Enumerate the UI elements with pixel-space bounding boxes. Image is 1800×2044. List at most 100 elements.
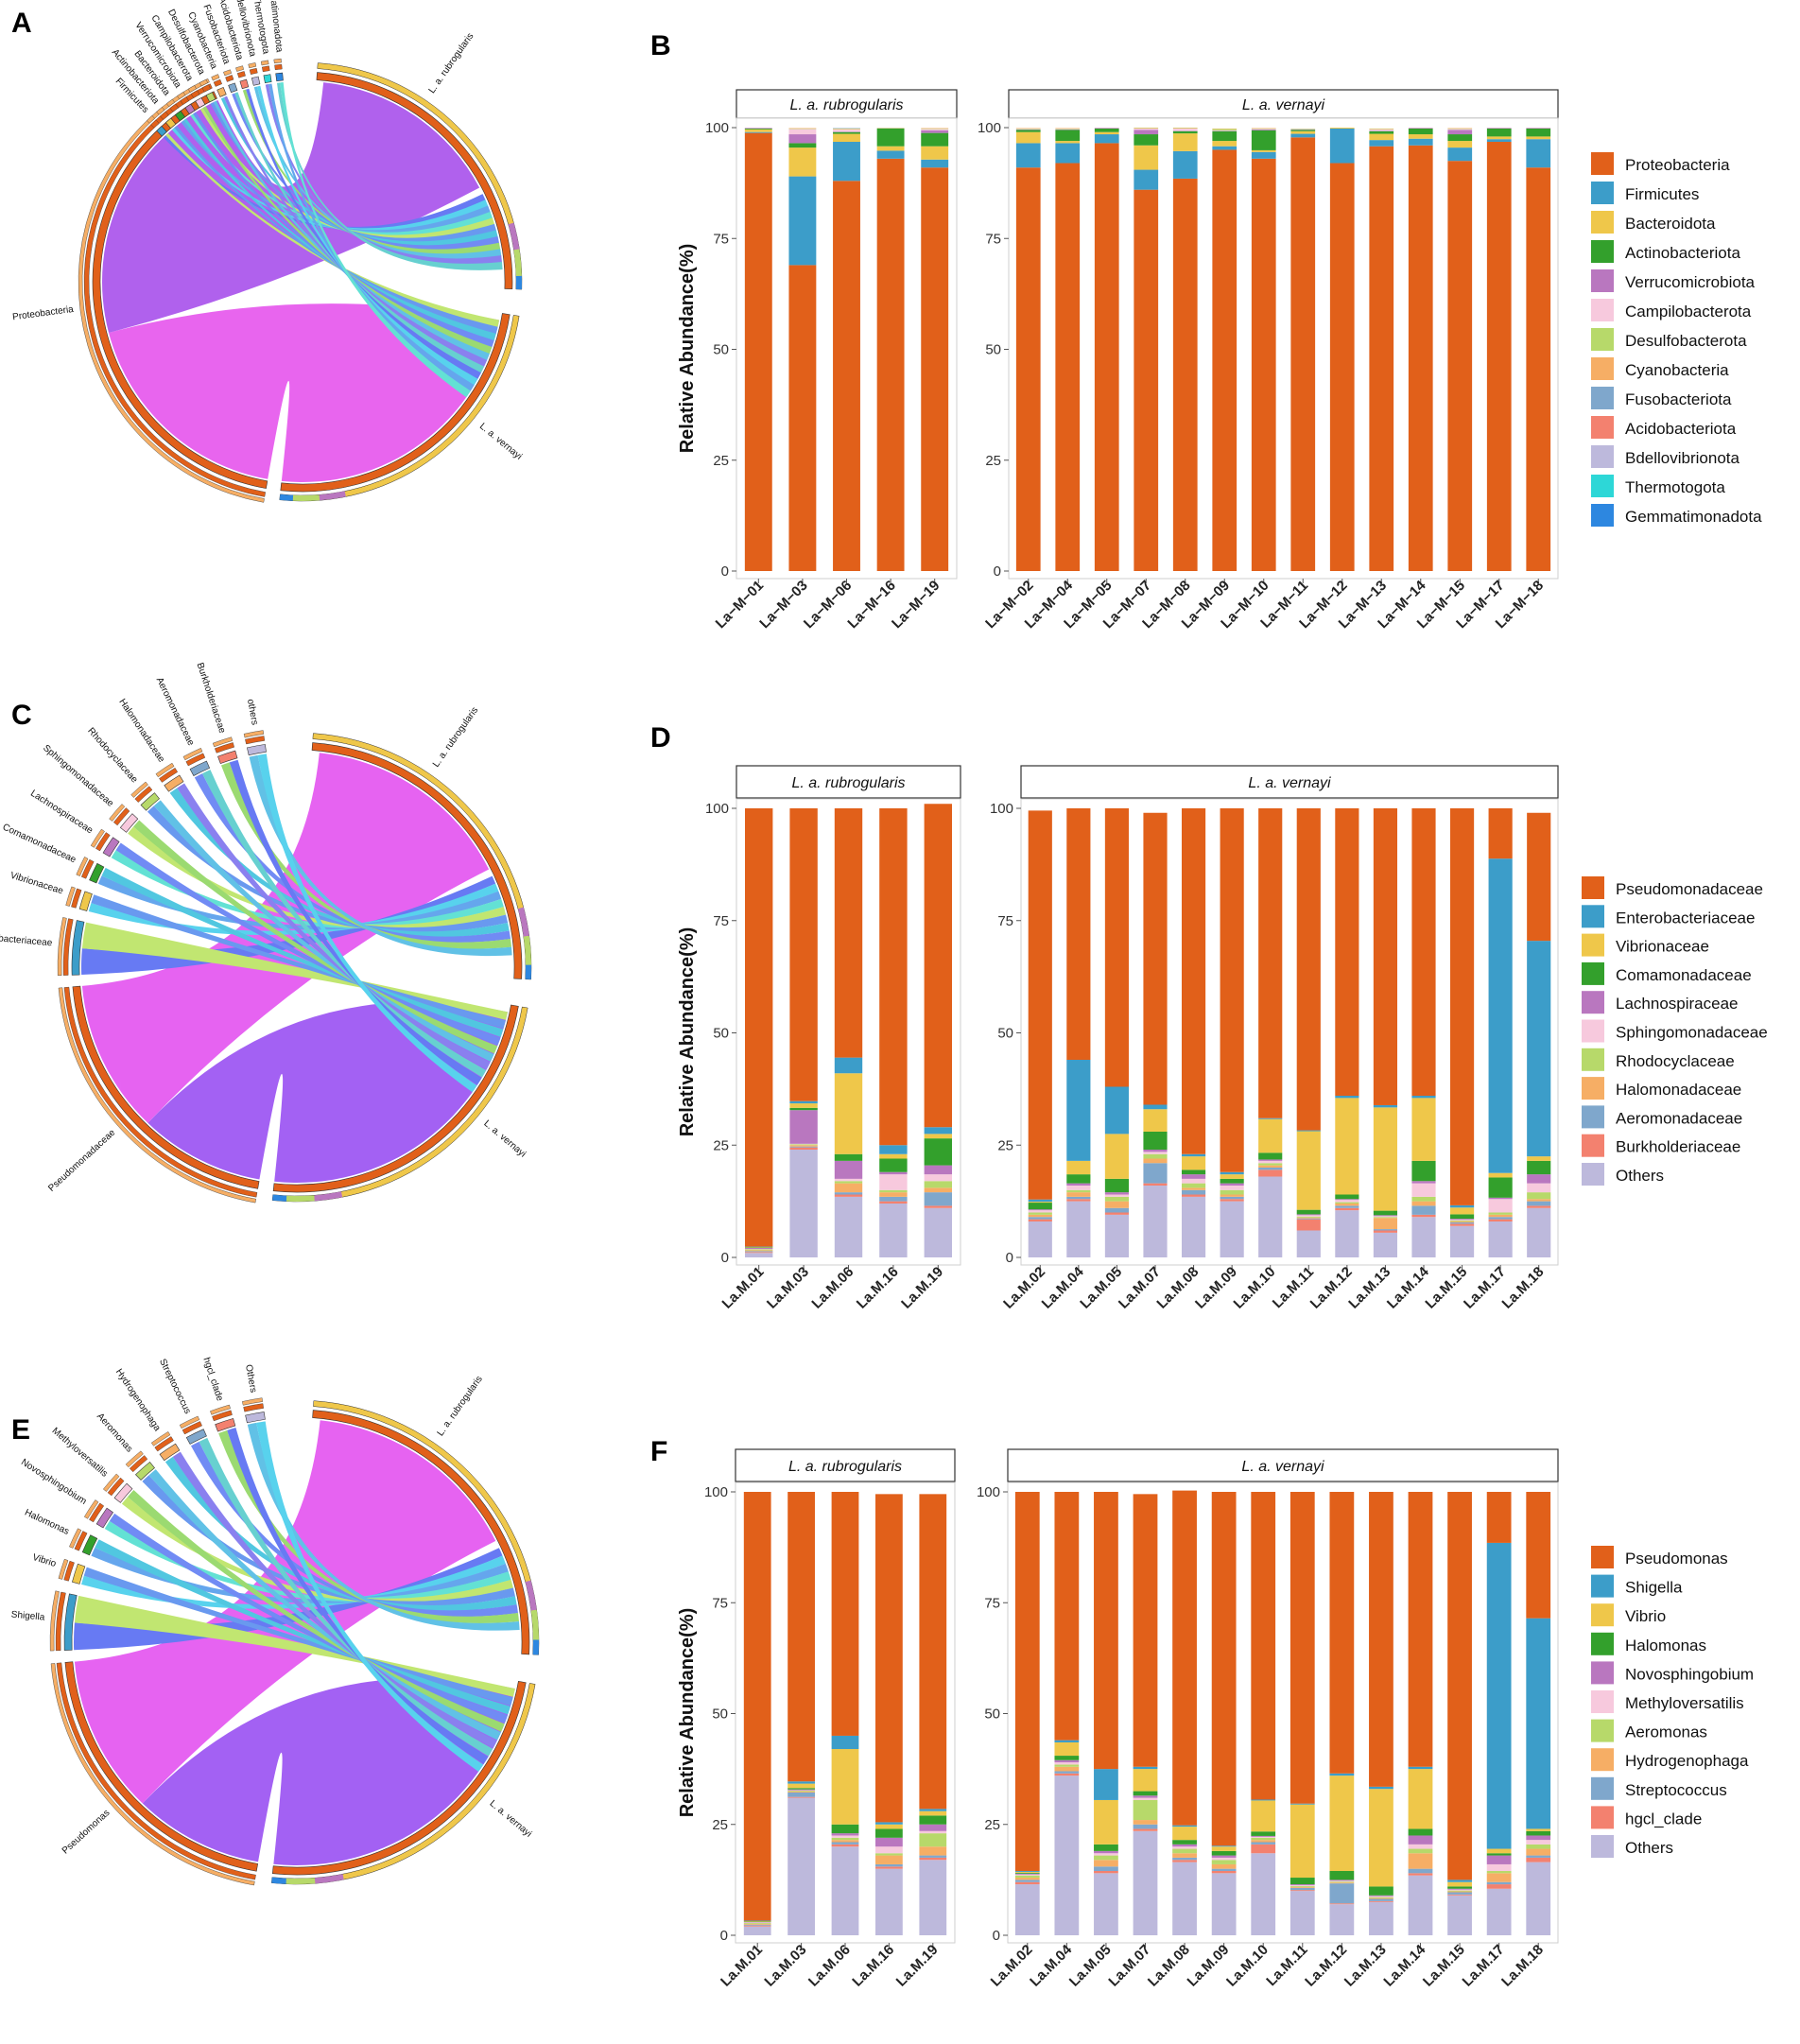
bar-segment-rhodocyclaceae — [834, 1181, 863, 1184]
bar-segment-proteobacteria — [744, 132, 772, 572]
bar-segment-hgcl-clade — [1408, 1873, 1433, 1876]
bar-segment-halomonadaceae — [1181, 1187, 1206, 1190]
bar-segment-campilobacterota — [833, 129, 860, 132]
bar-segment-burkholderiaceae — [1143, 1183, 1168, 1186]
x-tick-label: La.M.16 — [849, 1942, 897, 1990]
bar-segment-shigella — [1329, 1773, 1355, 1776]
bar-segment-firmicutes — [921, 159, 949, 168]
group-arc — [95, 1507, 113, 1529]
bar-segment-bacteroidota — [1486, 136, 1512, 140]
facet-strip — [736, 765, 961, 799]
group-label: others — [245, 699, 260, 726]
legend-label: Actinobacteriota — [1625, 244, 1740, 262]
bar-segment-sphingomonadaceae — [1296, 1215, 1321, 1217]
bar-segment-shigella — [1094, 1769, 1118, 1800]
bar-segment-others — [1014, 1884, 1040, 1935]
bar-segment-others — [1411, 1217, 1436, 1257]
bar-segment-comamonadaceae — [1258, 1152, 1283, 1160]
bar-segment-halomonas — [1054, 1756, 1080, 1760]
bar-segment-others — [1094, 1873, 1118, 1935]
sample-arc — [311, 742, 523, 979]
group-track-2 — [187, 85, 197, 93]
legend-label: Halomonas — [1625, 1637, 1706, 1654]
y-tick-label: 50 — [713, 342, 729, 358]
bar-segment-hgcl-clade — [1054, 1773, 1080, 1776]
legend-label: Shigella — [1625, 1579, 1683, 1597]
bar-segment-shigella — [919, 1809, 947, 1811]
bar-segment-firmicutes — [1172, 150, 1198, 179]
legend-label: Vibrionaceae — [1616, 938, 1709, 956]
bar-segment-others — [1104, 1214, 1130, 1257]
group-track-1 — [180, 96, 189, 105]
bar-segment-hgcl-clade — [1329, 1903, 1355, 1905]
sample-track — [317, 62, 523, 290]
bar-segment-streptococcus — [788, 1792, 815, 1797]
bar-segment-novosphingobium — [1251, 1835, 1276, 1837]
legend-label: Bacteroidota — [1625, 215, 1716, 233]
chord-ribbons — [102, 81, 503, 482]
bar-segment-aeromonas — [1054, 1764, 1080, 1767]
legend-item-hgcl-clade: hgcl_clade — [1591, 1806, 1702, 1829]
bar-segment-lachnospiraceae — [1220, 1183, 1244, 1186]
bar-segment-others — [1408, 1875, 1433, 1935]
facet-title: L. a. rubrogularis — [791, 775, 905, 791]
group-track-1 — [107, 1477, 125, 1497]
bar-segment-halomonadaceae — [1220, 1194, 1244, 1197]
bar-la-m-03: La−M−03 — [756, 128, 817, 632]
x-tick-label: La.M.13 — [1341, 1942, 1390, 1990]
bar-segment-comamonadaceae — [1411, 1160, 1436, 1182]
bar-segment-pseudomonas — [831, 1492, 859, 1736]
group-arc — [228, 82, 238, 94]
bar-segment-vibrionaceae — [1411, 1098, 1436, 1161]
bar-segment-burkholderiaceae — [834, 1194, 863, 1197]
bar-segment-others — [834, 1196, 863, 1257]
legend-label: Halomonadaceae — [1616, 1081, 1741, 1099]
legend-label: Fusobacteriota — [1625, 390, 1732, 408]
bar-segment-others — [1133, 1830, 1158, 1935]
bar-segment-halomonadaceae — [1449, 1221, 1475, 1222]
bar-segment-burkholderiaceae — [924, 1205, 952, 1208]
facet-strip — [1007, 1448, 1559, 1482]
sample-track-seg — [532, 1639, 540, 1655]
bar-segment-halomonadaceae — [1488, 1214, 1513, 1218]
bar-segment-bacteroidota — [1408, 134, 1433, 139]
bar-segment-vibrio — [1251, 1800, 1276, 1832]
bar-segment-hgcl-clade — [1251, 1844, 1276, 1854]
bar-segment-proteobacteria — [1172, 178, 1198, 571]
bar-segment-pseudomonas — [1526, 1492, 1551, 1619]
y-tick-label: 75 — [984, 1595, 1000, 1611]
bar-segment-others — [1251, 1853, 1276, 1935]
bar-la-m-19: La.M.19 — [893, 1494, 947, 1990]
bar-segment-lachnospiraceae — [745, 1248, 773, 1249]
bar-segment-streptococcus — [831, 1842, 859, 1845]
facet-l-a-vernayi: L. a. vernayi0255075100La.M.02La.M.04La.… — [990, 765, 1559, 1312]
bar-segment-aeromonadaceae — [924, 1192, 952, 1206]
ribbon-novosphingobium-vernayi — [109, 1513, 509, 1724]
x-tick-label: La.M.16 — [854, 1264, 902, 1312]
y-tick-label: 75 — [985, 231, 1001, 247]
sample-arc — [271, 1680, 527, 1876]
bar-segment-actinobacteriota — [1408, 128, 1433, 135]
bar-segment-pseudomonadaceae — [1411, 808, 1436, 1096]
bar-segment-novosphingobium — [1289, 1884, 1315, 1886]
bar-segment-actinobacteriota — [1055, 130, 1081, 142]
chord-panel-c: C Pseudomonadaceae Enterobacteriaceae Vibri… — [0, 662, 532, 1204]
legend-label: Rhodocyclaceae — [1616, 1052, 1735, 1070]
bar-segment-aeromonas — [1014, 1875, 1040, 1879]
facet-title: L. a. rubrogularis — [789, 97, 903, 113]
sample-arc — [280, 313, 511, 493]
legend-item-thermotogota: Thermotogota — [1591, 475, 1725, 497]
x-tick-label: La.M.08 — [1145, 1942, 1193, 1990]
group-arc — [159, 1443, 181, 1462]
legend-item-pseudomonadaceae: Pseudomonadaceae — [1582, 876, 1763, 899]
bar-segment-lachnospiraceae — [1258, 1159, 1283, 1161]
group-arc — [102, 837, 120, 857]
bar-segment-halomonas — [788, 1788, 815, 1790]
bar-segment-hgcl-clade — [1211, 1870, 1237, 1874]
group-track-2 — [65, 886, 76, 907]
bar-segment-lachnospiraceae — [1104, 1192, 1130, 1195]
bar-segment-pseudomonas — [788, 1492, 815, 1782]
bar-segment-lachnospiraceae — [1066, 1183, 1091, 1186]
bar-segment-burkholderiaceae — [879, 1201, 908, 1204]
bar-segment-proteobacteria — [1055, 163, 1081, 571]
